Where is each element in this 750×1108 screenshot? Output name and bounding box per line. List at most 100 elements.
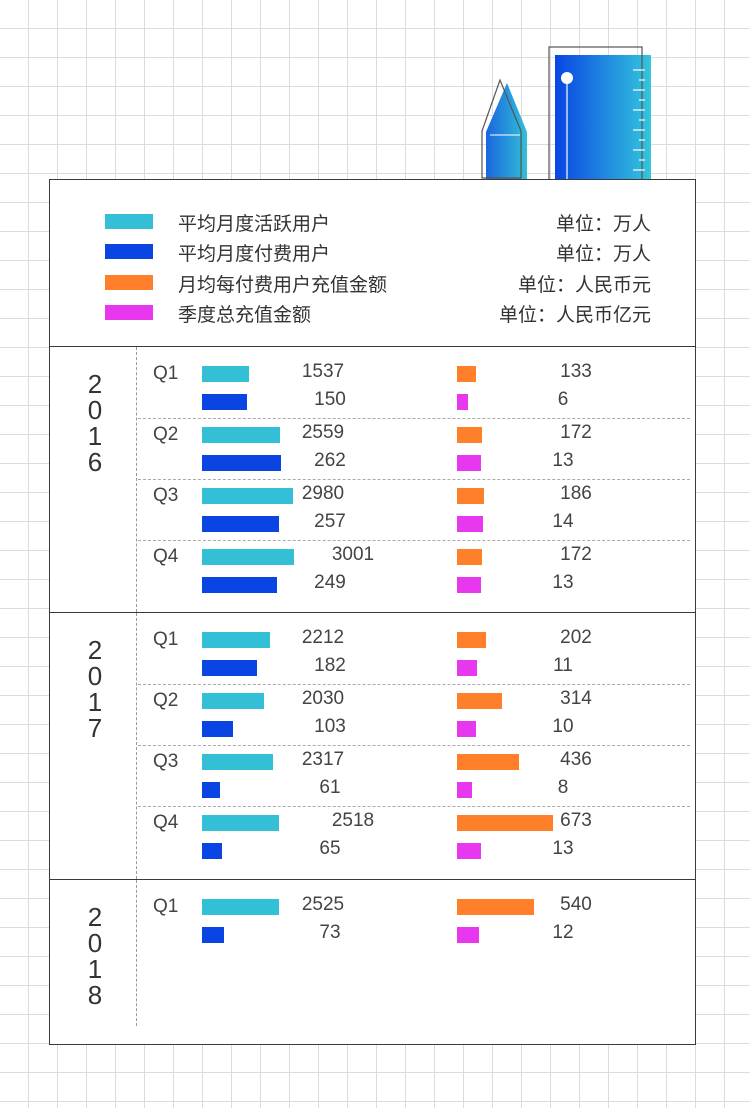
quarter-row: Q2 2559 262 172 13 xyxy=(138,419,690,480)
year-divider xyxy=(136,347,137,612)
year-block-2017: 2 0 1 7 Q1 2212 182 202 11 Q2 2030 103 314 10 Q3 2317 61… xyxy=(50,613,695,880)
year-digit: 1 xyxy=(87,421,103,451)
value-active-users: 2317 xyxy=(301,749,345,770)
bar-total-revenue xyxy=(457,455,481,471)
year-digit: 1 xyxy=(87,954,103,984)
quarter-label: Q3 xyxy=(153,751,179,772)
quarter-label: Q4 xyxy=(153,812,179,833)
value-arpu: 172 xyxy=(560,422,592,443)
year-block-2016: 2 0 1 6 Q1 1537 150 133 6 Q2 2559 262 172 13 Q3 2980 257… xyxy=(50,347,695,613)
value-arpu: 172 xyxy=(560,544,592,565)
quarter-row: Q3 2980 257 186 14 xyxy=(138,480,690,541)
bar-arpu xyxy=(457,815,553,831)
bar-paying-users xyxy=(202,660,257,676)
legend-item: 平均月度活跃用户 单位：万人 xyxy=(50,206,695,236)
year-divider xyxy=(136,880,137,1026)
legend-swatch xyxy=(105,214,153,229)
year-digit: 0 xyxy=(87,395,103,425)
pencil-icon xyxy=(481,78,527,180)
value-active-users: 2212 xyxy=(301,627,345,648)
value-paying-users: 257 xyxy=(314,511,346,532)
quarter-row: Q4 2518 65 673 13 xyxy=(138,807,690,867)
value-total-revenue: 14 xyxy=(552,511,574,532)
value-total-revenue: 10 xyxy=(552,716,574,737)
quarter-label: Q1 xyxy=(153,363,179,384)
bar-arpu xyxy=(457,754,519,770)
year-divider xyxy=(136,613,137,879)
value-total-revenue: 13 xyxy=(552,572,574,593)
bar-active-users xyxy=(202,754,273,770)
quarter-row: Q4 3001 249 172 13 xyxy=(138,541,690,601)
bar-arpu xyxy=(457,549,482,565)
bar-paying-users xyxy=(202,843,222,859)
bar-arpu xyxy=(457,427,482,443)
legend-label: 月均每付费用户充值金额 xyxy=(178,275,388,296)
bar-active-users xyxy=(202,366,249,382)
bar-paying-users xyxy=(202,782,220,798)
value-active-users: 2518 xyxy=(331,810,375,831)
legend: 平均月度活跃用户 单位：万人 平均月度付费用户 单位：万人 月均每付费用户充值金额 单位：… xyxy=(50,180,695,347)
value-arpu: 314 xyxy=(560,688,592,709)
value-active-users: 2980 xyxy=(301,483,345,504)
legend-item: 平均月度付费用户 单位：万人 xyxy=(50,236,695,266)
bar-active-users xyxy=(202,427,280,443)
value-active-users: 1537 xyxy=(301,361,345,382)
value-arpu: 133 xyxy=(560,361,592,382)
chart-panel: 平均月度活跃用户 单位：万人 平均月度付费用户 单位：万人 月均每付费用户充值金额 单位：… xyxy=(49,179,696,1045)
value-paying-users: 65 xyxy=(319,838,341,859)
quarter-label: Q2 xyxy=(153,690,179,711)
bar-paying-users xyxy=(202,394,247,410)
bar-total-revenue xyxy=(457,394,468,410)
bar-paying-users xyxy=(202,577,277,593)
legend-swatch xyxy=(105,244,153,259)
value-total-revenue: 11 xyxy=(553,655,573,676)
quarter-row: Q3 2317 61 436 8 xyxy=(138,746,690,807)
value-total-revenue: 13 xyxy=(552,838,574,859)
value-arpu: 673 xyxy=(560,810,592,831)
quarter-label: Q4 xyxy=(153,546,179,567)
legend-label: 平均月度活跃用户 xyxy=(178,214,331,235)
bar-total-revenue xyxy=(457,782,472,798)
legend-unit: 单位：万人 xyxy=(555,214,651,235)
value-arpu: 186 xyxy=(560,483,592,504)
year-digit: 0 xyxy=(87,928,103,958)
quarter-row: Q1 2525 73 540 12 xyxy=(138,891,690,951)
bar-arpu xyxy=(457,899,534,915)
ruler-icon xyxy=(548,46,651,181)
legend-unit: 单位：万人 xyxy=(555,244,651,265)
year-digit: 6 xyxy=(87,447,103,477)
value-total-revenue: 12 xyxy=(552,922,574,943)
year-digit: 2 xyxy=(87,902,103,932)
year-digit: 1 xyxy=(87,687,103,717)
bar-total-revenue xyxy=(457,516,483,532)
bar-active-users xyxy=(202,815,279,831)
quarter-row: Q2 2030 103 314 10 xyxy=(138,685,690,746)
bar-active-users xyxy=(202,693,264,709)
quarter-row: Q1 1537 150 133 6 xyxy=(138,358,690,419)
year-digit: 8 xyxy=(87,980,103,1010)
bar-total-revenue xyxy=(457,721,476,737)
quarter-label: Q1 xyxy=(153,629,179,650)
legend-label: 平均月度付费用户 xyxy=(178,244,331,265)
value-paying-users: 150 xyxy=(314,389,346,410)
year-digit: 7 xyxy=(87,713,103,743)
value-paying-users: 182 xyxy=(314,655,346,676)
quarter-label: Q1 xyxy=(153,896,179,917)
year-digit: 2 xyxy=(87,635,103,665)
quarter-row: Q1 2212 182 202 11 xyxy=(138,624,690,685)
bar-paying-users xyxy=(202,516,279,532)
legend-swatch xyxy=(105,275,153,290)
legend-label: 季度总充值金额 xyxy=(178,305,312,326)
stationery-illustration xyxy=(481,46,651,181)
year-digit: 2 xyxy=(87,369,103,399)
bar-arpu xyxy=(457,632,486,648)
year-block-2018: 2 0 1 8 Q1 2525 73 540 12 xyxy=(50,880,695,1046)
bar-total-revenue xyxy=(457,577,481,593)
value-paying-users: 262 xyxy=(314,450,346,471)
bar-active-users xyxy=(202,549,294,565)
quarter-label: Q3 xyxy=(153,485,179,506)
legend-item: 季度总充值金额 单位：人民币亿元 xyxy=(50,297,695,327)
bar-total-revenue xyxy=(457,927,479,943)
